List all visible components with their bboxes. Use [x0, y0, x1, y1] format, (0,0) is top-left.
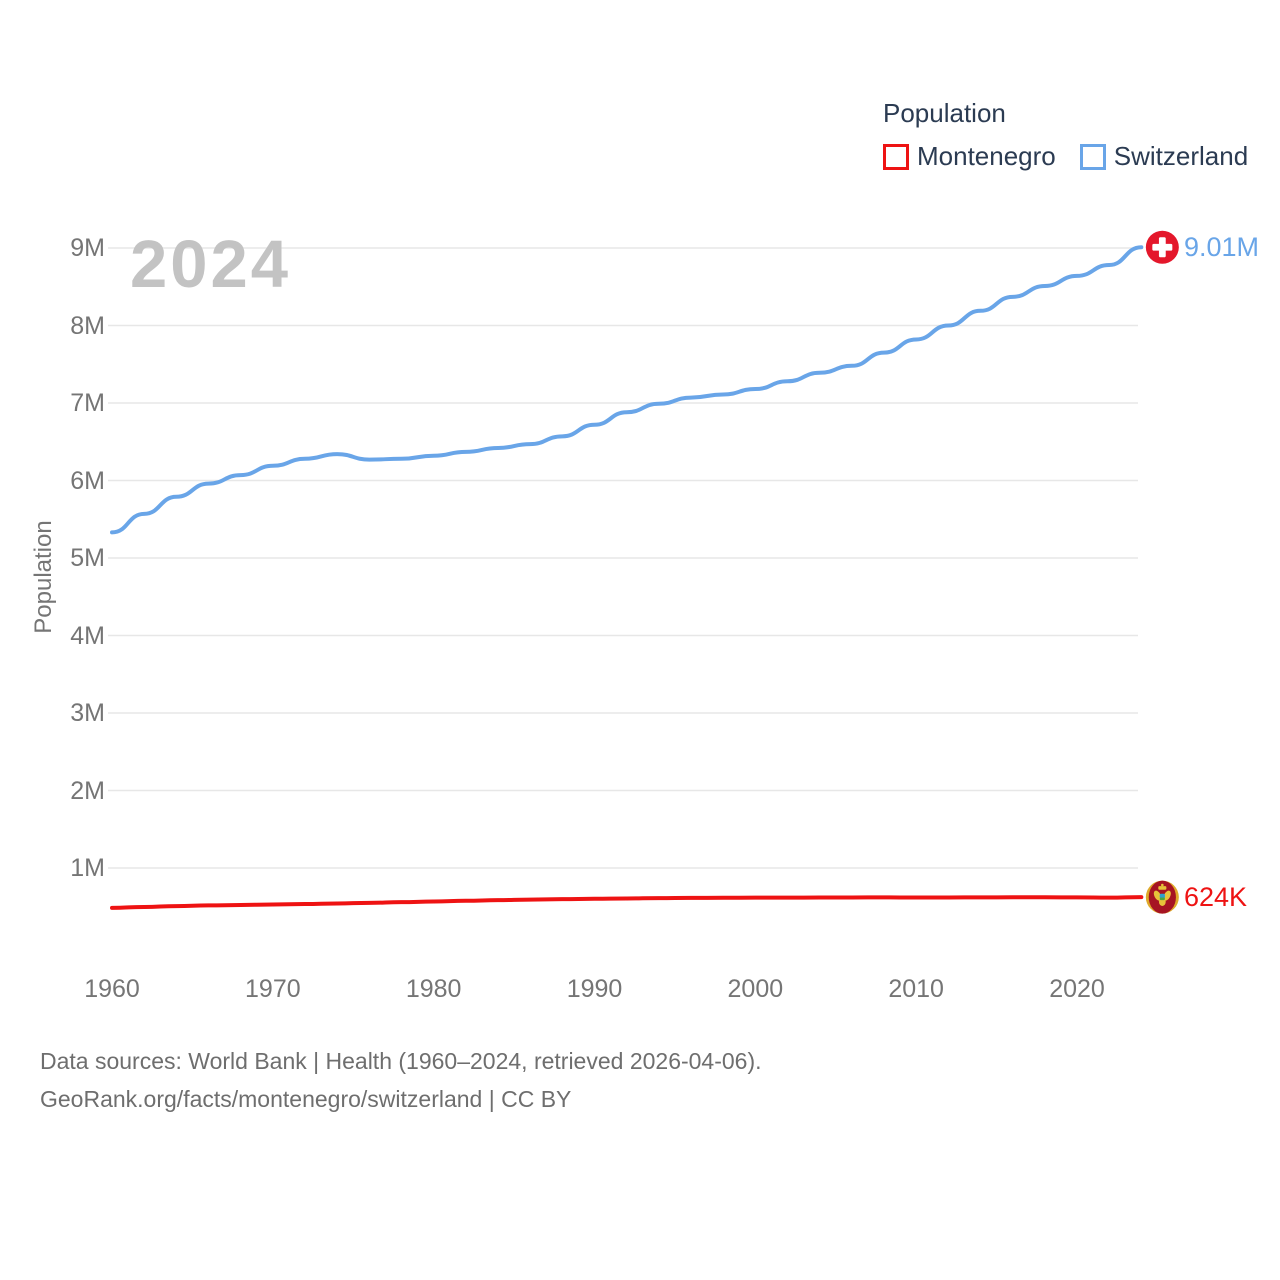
legend-items: Montenegro Switzerland — [883, 141, 1248, 172]
legend: Population Montenegro Switzerland — [883, 98, 1248, 172]
y-tick-label: 6M — [70, 466, 105, 495]
x-tick-label: 1990 — [566, 975, 623, 1003]
switzerland-swatch-icon — [1079, 143, 1106, 170]
montenegro-end-value: 624K — [1184, 882, 1248, 913]
y-tick-label: 7M — [70, 389, 105, 417]
x-tick-label: 1980 — [405, 975, 462, 1003]
data-sources-text: Data sources: World Bank | Health (1960–… — [40, 1048, 762, 1074]
x-tick-label: 2000 — [727, 975, 784, 1003]
series-line-switzerland — [110, 245, 1144, 535]
x-tick-label: 2010 — [888, 975, 944, 1003]
y-tick-label: 9M — [70, 234, 105, 262]
legend-item-label: Switzerland — [1113, 141, 1249, 171]
montenegro-swatch-icon — [883, 143, 909, 170]
legend-item-label: Montenegro — [917, 141, 1056, 171]
legend-item-switzerland[interactable]: Switzerland — [1079, 141, 1249, 172]
montenegro-flag-icon — [1145, 880, 1179, 914]
y-tick-label: 5M — [70, 544, 105, 572]
x-tick-label: 1960 — [84, 975, 140, 1003]
x-tick-label: 2020 — [1049, 975, 1105, 1003]
series-lines — [110, 245, 1144, 910]
y-tick-label: 4M — [70, 621, 105, 650]
y-tick-label: 1M — [70, 854, 105, 882]
gridlines — [108, 247, 1138, 869]
switzerland-flag-icon — [1145, 230, 1179, 264]
y-tick-label: 8M — [70, 311, 105, 340]
legend-title: Population — [883, 98, 1006, 128]
x-tick-label: 1970 — [245, 975, 301, 1003]
attribution-text: GeoRank.org/facts/montenegro/switzerland… — [40, 1086, 572, 1112]
year-watermark: 2024 — [130, 227, 292, 302]
series-line-montenegro — [110, 895, 1144, 910]
y-tick-label: 2M — [70, 776, 105, 805]
y-tick-label: 3M — [70, 699, 105, 727]
legend-item-montenegro[interactable]: Montenegro — [883, 141, 1056, 172]
switzerland-end-value: 9.01M — [1184, 232, 1260, 263]
y-axis-title: Population — [30, 520, 57, 634]
